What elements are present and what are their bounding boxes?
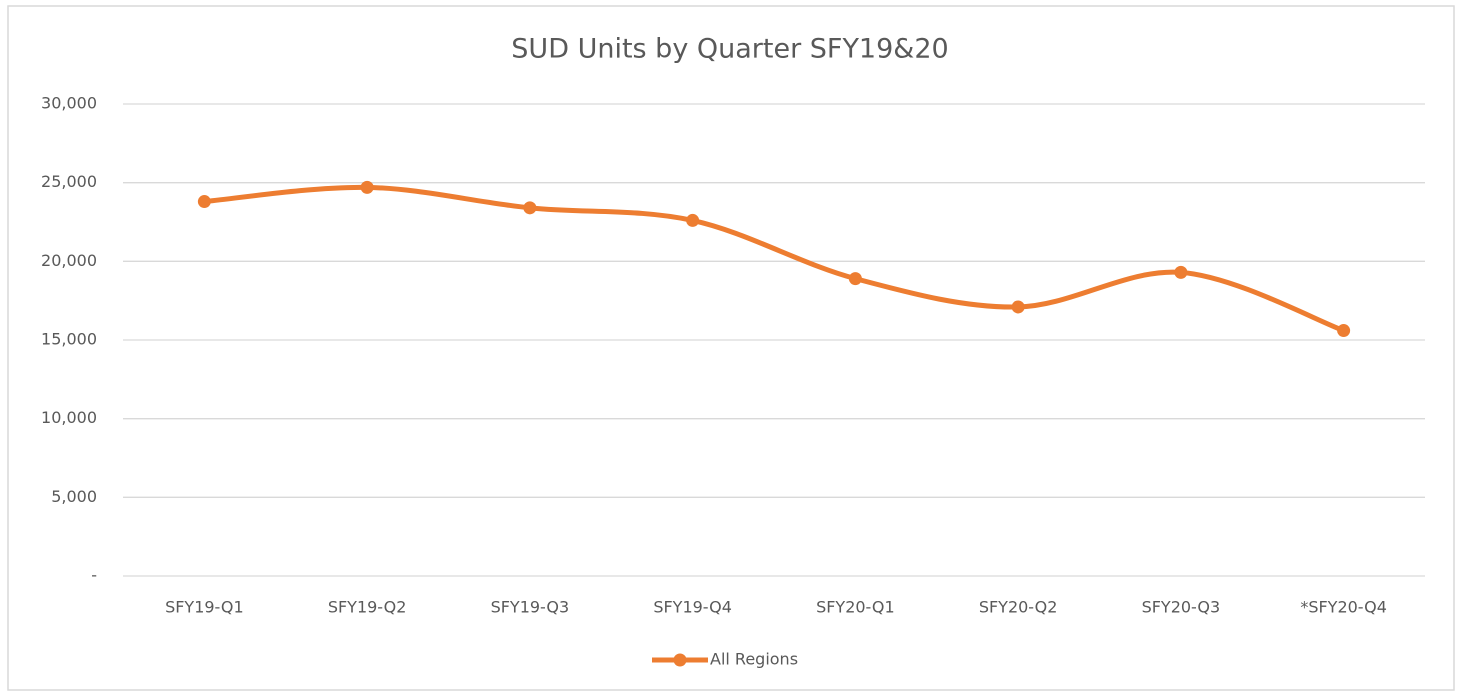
y-tick-label: 5,000 [51,487,97,506]
x-tick-label: SFY20-Q3 [1142,598,1221,617]
x-tick-label: *SFY20-Q4 [1300,598,1387,617]
y-tick-label: 20,000 [41,251,97,270]
x-tick-label: SFY19-Q4 [653,598,732,617]
line [201,184,1347,334]
marker [1011,300,1025,314]
y-tick-label: 10,000 [41,408,97,427]
legend-label: All Regions [710,650,798,669]
y-tick-label: 15,000 [41,330,97,349]
x-tick-label: SFY20-Q2 [979,598,1058,617]
chart-title: SUD Units by Quarter SFY19&20 [511,34,948,65]
y-tick-label: 25,000 [41,172,97,191]
marker [686,213,700,227]
chart-border [7,5,1455,691]
x-tick-label: SFY20-Q1 [816,598,895,617]
x-tick-label: SFY19-Q3 [491,598,570,617]
legend-marker [673,653,687,667]
marker [360,180,374,194]
y-tick-label: - [91,566,97,585]
x-tick-label: SFY19-Q1 [165,598,244,617]
marker [1174,265,1188,279]
y-tick-label: 30,000 [41,94,97,113]
x-tick-label: SFY19-Q2 [328,598,407,617]
marker [1337,324,1351,338]
marker [197,195,211,209]
marker [523,201,537,215]
marker [848,272,862,286]
